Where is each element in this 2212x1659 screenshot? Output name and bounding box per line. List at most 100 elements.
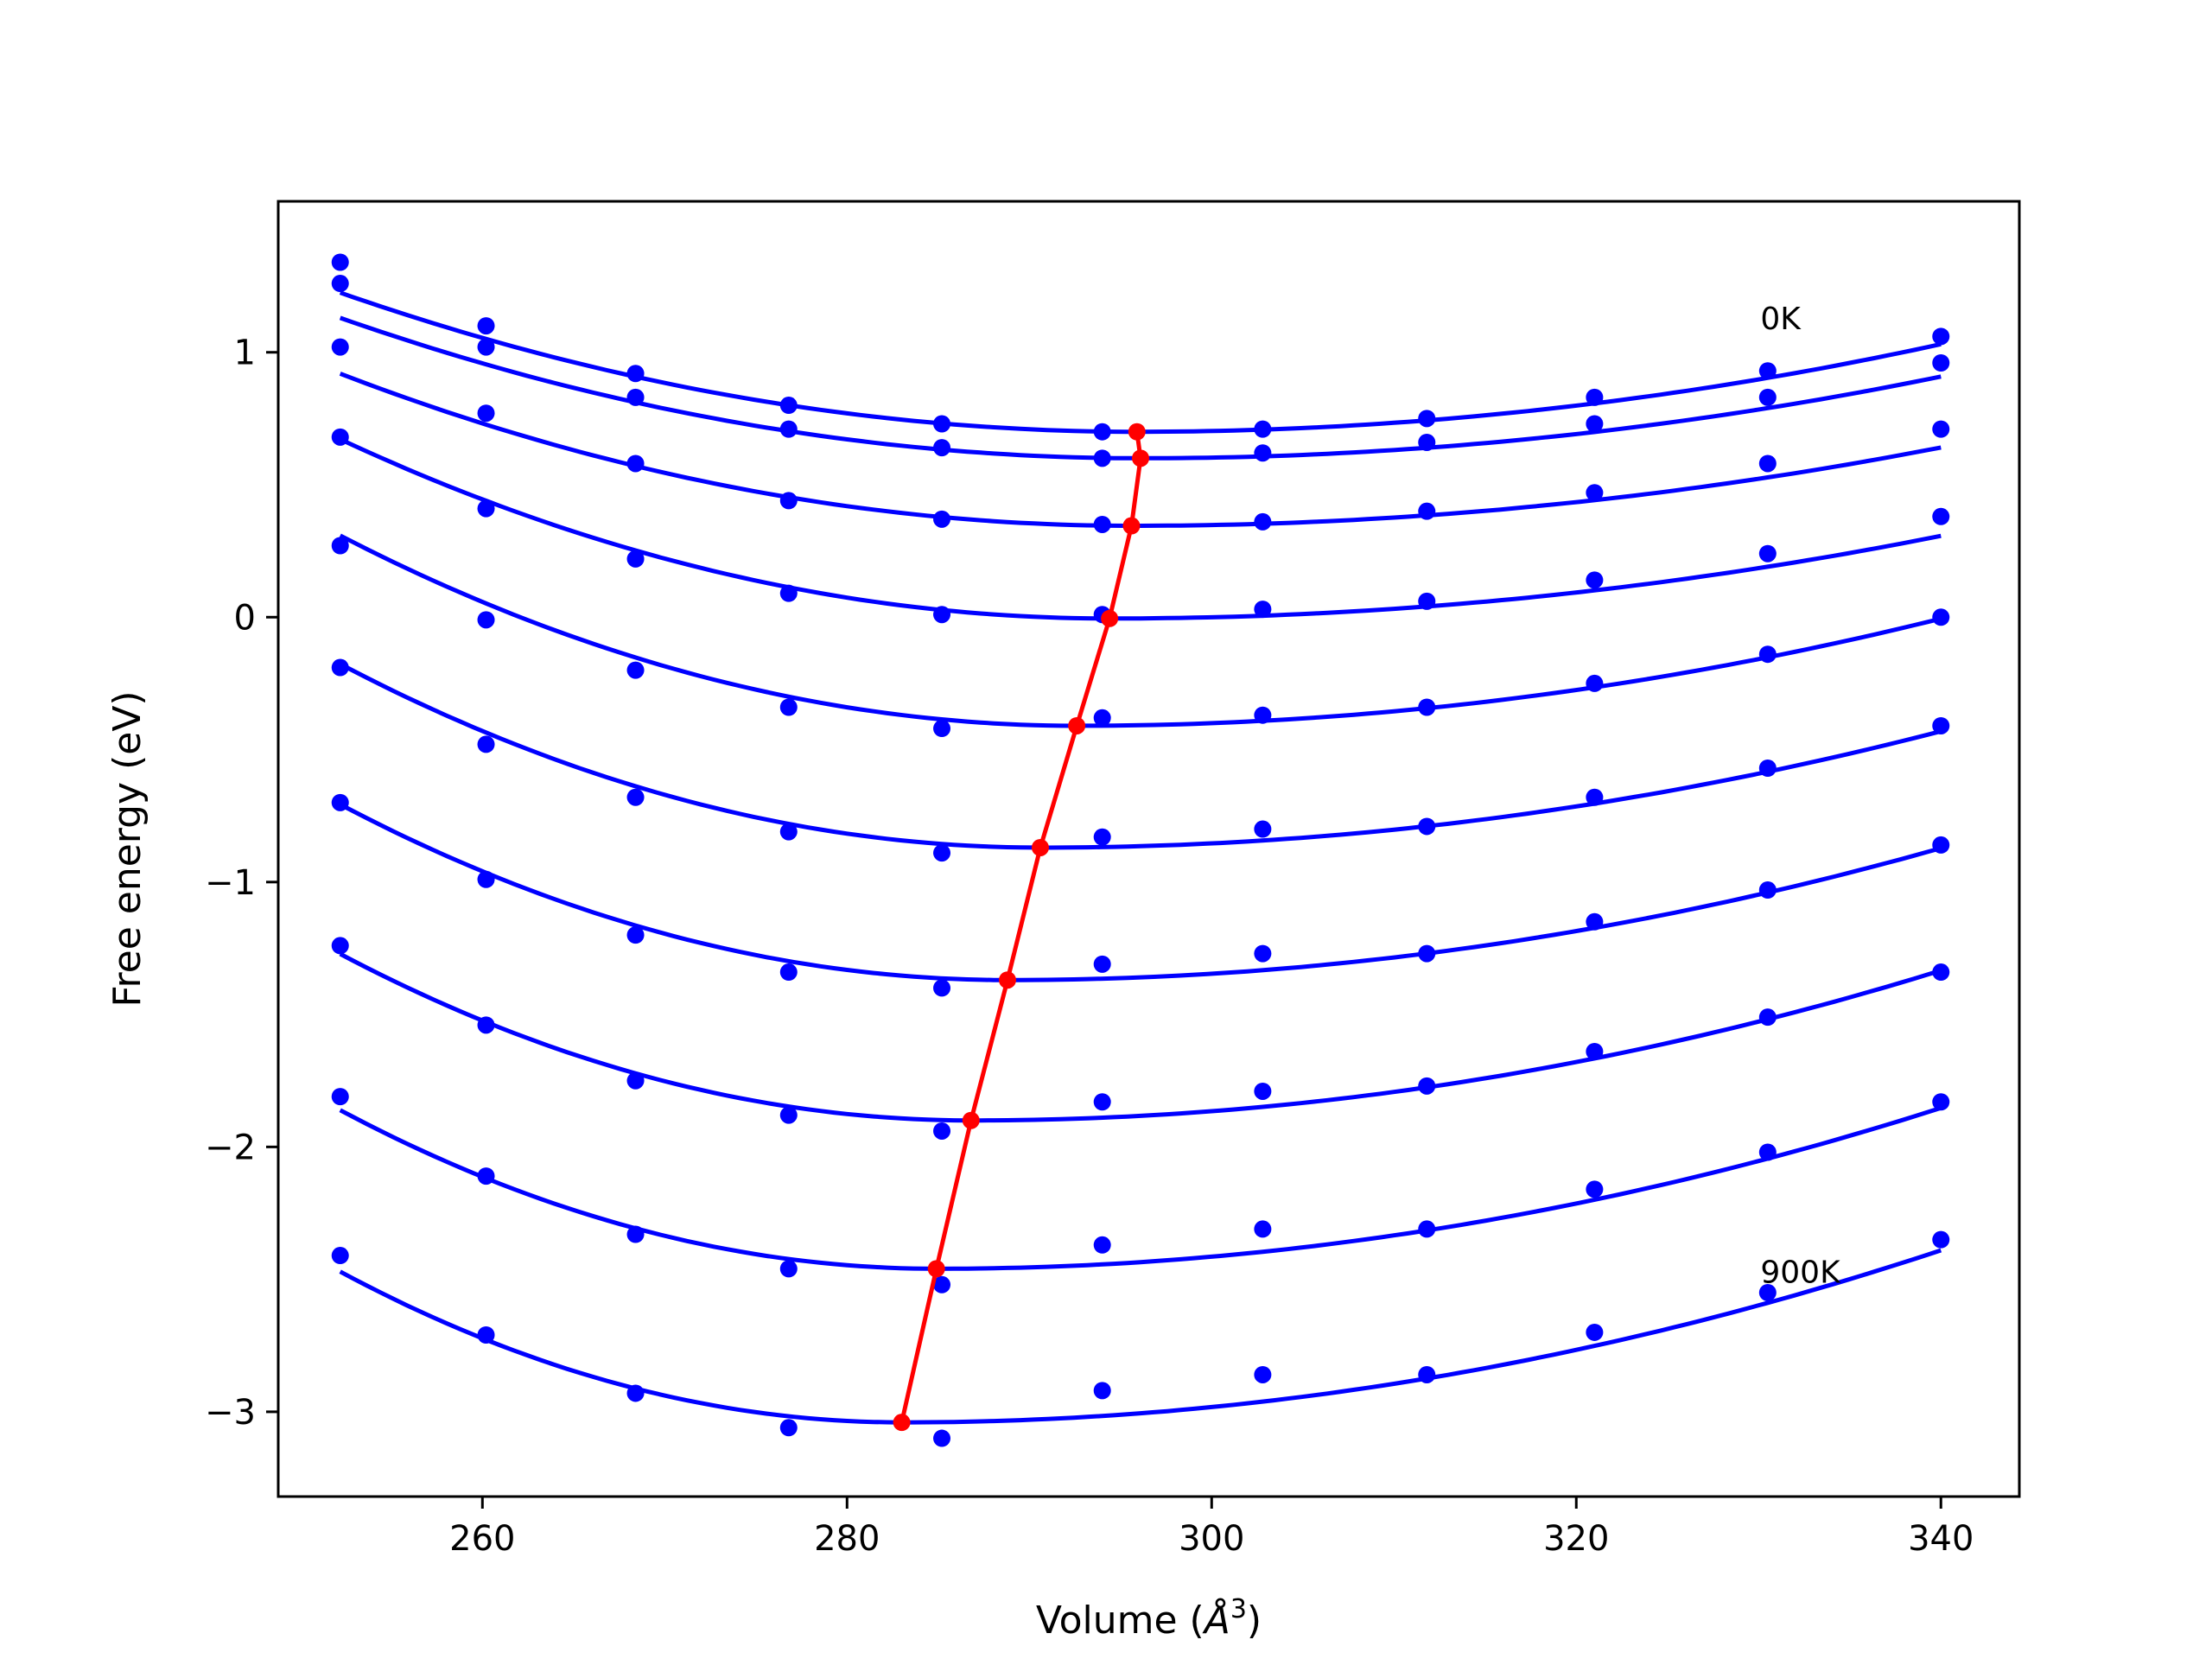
data-point [331,428,349,446]
data-point [626,788,645,806]
minimum-point [998,971,1016,989]
data-point [1758,881,1777,899]
data-point [1418,592,1436,610]
data-point [1586,912,1604,931]
fit-curve-5 [339,533,1942,728]
data-point [1093,515,1111,533]
data-point [1586,571,1604,589]
data-point [779,1419,798,1437]
x-axis-label-text: Volume ( [1036,1599,1205,1643]
data-point [626,550,645,568]
data-point [1254,1365,1272,1383]
minimum-point [1101,609,1119,627]
data-point [331,1088,349,1106]
data-point [1418,502,1436,520]
data-point [477,1016,495,1034]
data-point [1254,420,1272,438]
data-point [1758,645,1777,664]
data-point [1418,410,1436,428]
data-point [1093,828,1111,846]
data-point [1418,698,1436,716]
curve-label: 0K [1760,302,1802,337]
y-tick-label: 1 [234,334,256,373]
data-point [1586,1043,1604,1061]
minimum-path-line [899,431,1143,1423]
data-point [1254,601,1272,619]
data-point [1254,820,1272,838]
data-point [1586,415,1604,433]
data-point [1093,423,1111,441]
minimum-point [1128,423,1146,441]
data-point [331,658,349,677]
data-point [779,584,798,602]
data-point [779,698,798,716]
data-point [331,793,349,811]
data-point [1093,1236,1111,1254]
data-point [1418,1077,1436,1095]
curve-label: 900K [1760,1255,1841,1290]
minimum-point [1132,449,1150,467]
data-point [933,979,951,997]
data-point [1932,420,1950,438]
data-point [1093,449,1111,467]
data-point [779,963,798,982]
data-point [1254,512,1272,531]
data-point [1254,1082,1272,1100]
data-point [1932,1093,1950,1111]
data-point [933,1275,951,1294]
data-point [1093,1093,1111,1111]
x-tick-label: 340 [1908,1519,1974,1559]
data-point [626,388,645,406]
data-point [626,1225,645,1243]
data-point [331,937,349,955]
y-tick-label: −1 [205,863,256,903]
data-point [1093,1382,1111,1400]
minimum-path [893,423,1150,1432]
data-point [1254,1220,1272,1238]
fit-curve-9 [339,1105,1942,1271]
data-point [1932,1230,1950,1249]
data-point [331,338,349,356]
data-point [477,1326,495,1344]
x-axis-label-exponent: 3 [1230,1594,1247,1624]
fit-curve-8 [339,951,1942,1123]
data-point [626,1071,645,1090]
fit-curve-3 [339,372,1942,528]
data-point [933,439,951,457]
data-point [1093,955,1111,973]
data-point [933,720,951,738]
data-point [331,253,349,271]
minimum-point [893,1414,911,1432]
data-point [1093,709,1111,727]
data-point [331,275,349,293]
data-point [1758,544,1777,563]
data-point [933,510,951,528]
data-point [1758,1143,1777,1161]
data-point [477,317,495,335]
x-tick-label: 300 [1179,1519,1244,1559]
data-point [1758,1283,1777,1301]
data-point [779,1260,798,1278]
data-points [331,253,1950,1447]
data-point [1586,1323,1604,1341]
data-point [1418,944,1436,963]
x-tick-label: 260 [449,1519,515,1559]
x-axis-label-close: ) [1247,1599,1262,1643]
data-point [477,735,495,753]
fit-curve-1 [339,290,1942,435]
data-point [1932,507,1950,525]
data-point [779,420,798,438]
x-axis-label: Volume (Å3) [1036,1594,1262,1643]
data-point [1758,454,1777,473]
data-point [933,606,951,624]
x-tick-label: 280 [814,1519,880,1559]
data-point [1418,1365,1436,1383]
data-point [1932,608,1950,626]
data-point [626,454,645,473]
data-point [477,404,495,423]
data-point [477,338,495,356]
x-tick-label: 320 [1543,1519,1609,1559]
data-point [933,1429,951,1447]
y-tick-label: 0 [234,598,256,638]
